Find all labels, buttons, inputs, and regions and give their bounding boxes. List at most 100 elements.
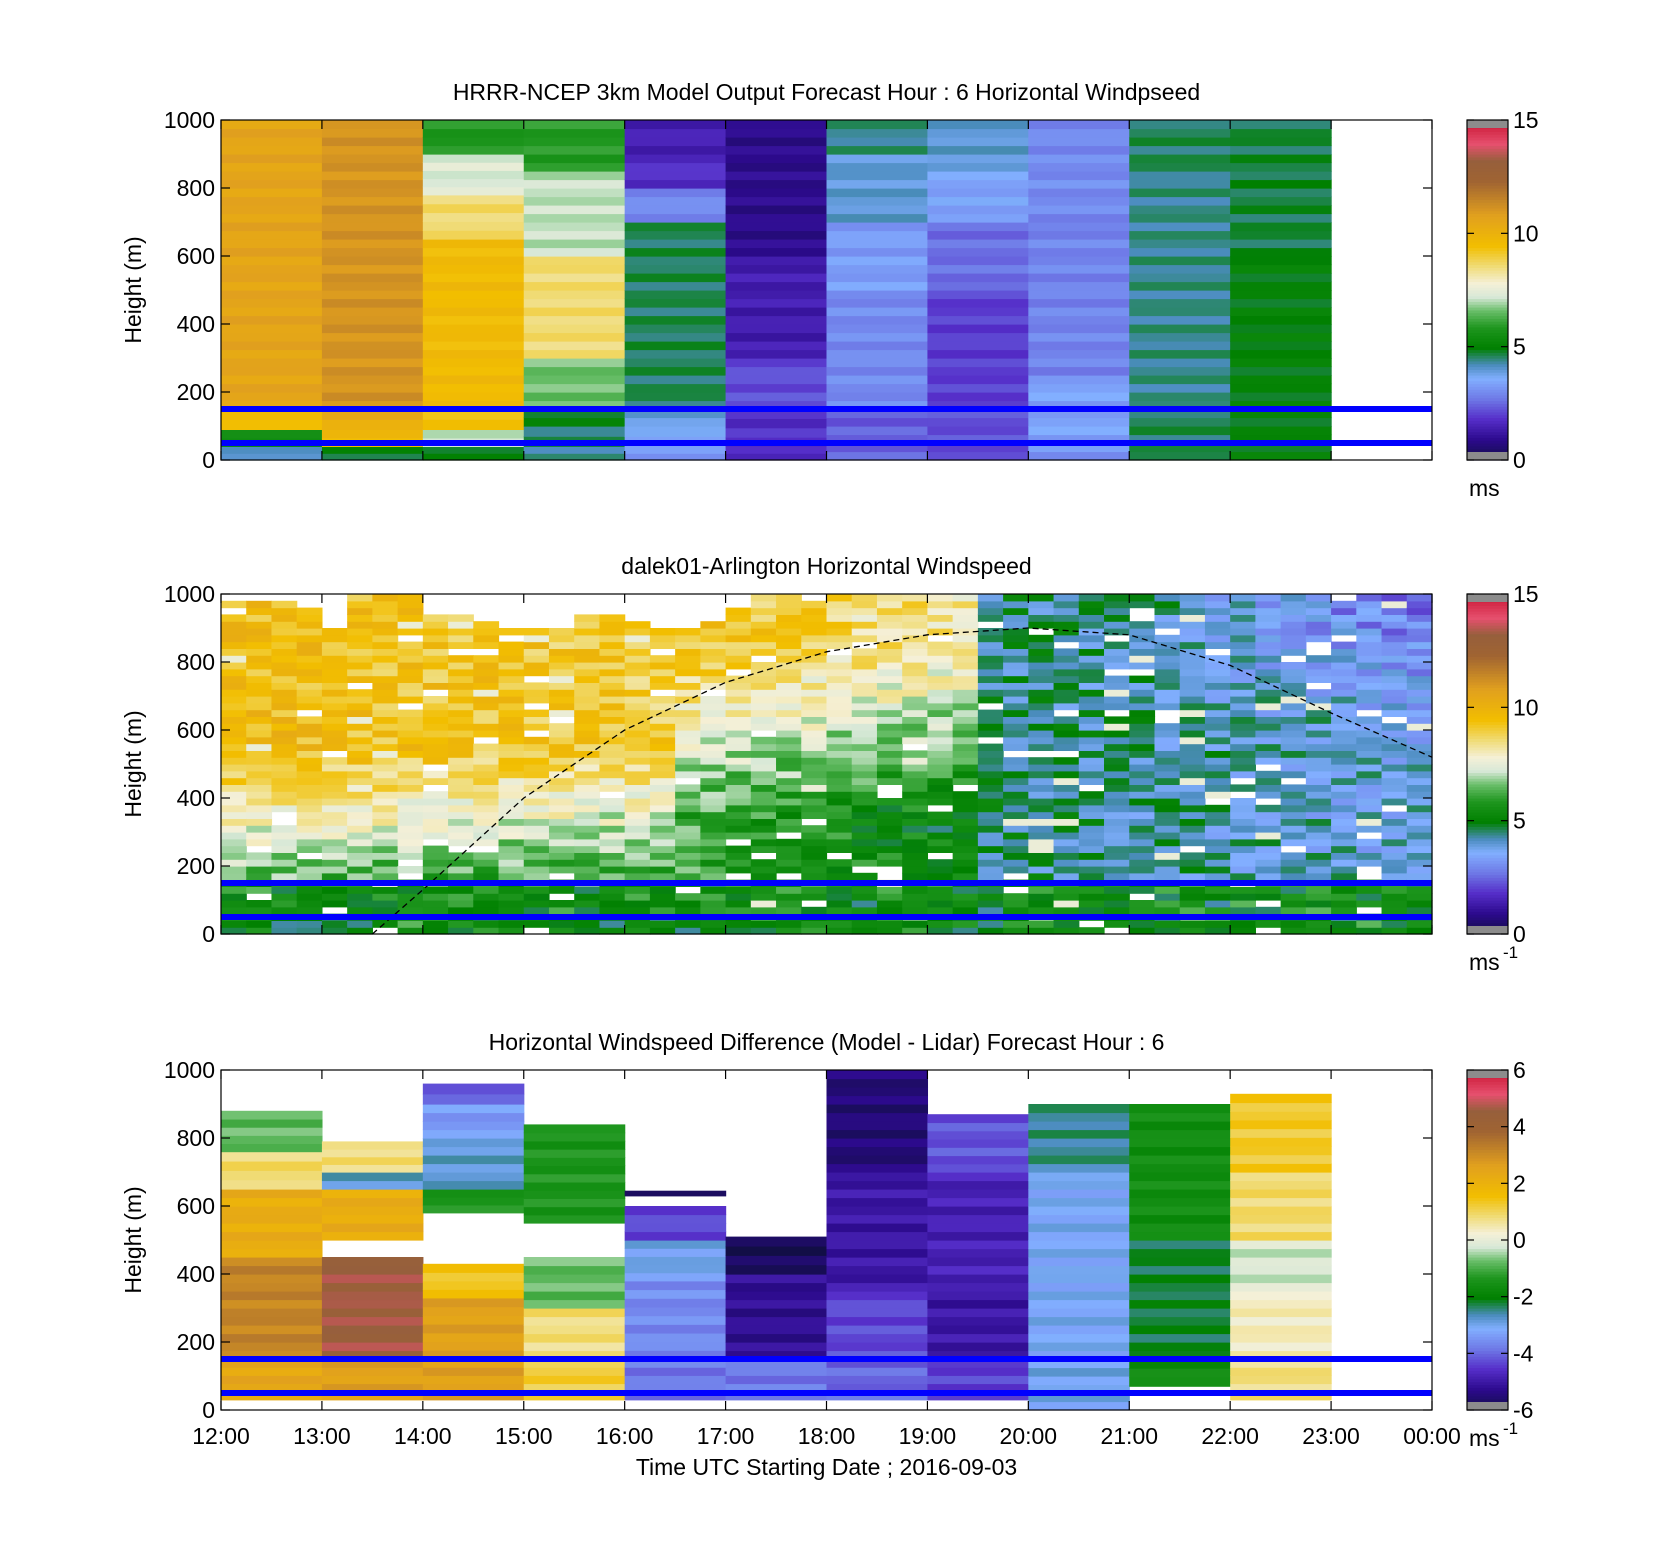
heatmap-cell xyxy=(1053,770,1080,779)
heatmap-cell xyxy=(296,770,323,779)
heatmap-cell xyxy=(1154,634,1181,643)
heatmap-cell xyxy=(347,818,373,826)
heatmap-cell xyxy=(1078,736,1105,745)
heatmap-cell xyxy=(1003,900,1029,908)
heatmap-cell xyxy=(1230,614,1256,622)
heatmap-cell xyxy=(221,1333,323,1343)
colorbar-swatch xyxy=(1467,394,1508,399)
heatmap-cell xyxy=(1255,818,1282,826)
heatmap-cell xyxy=(1129,696,1156,704)
heatmap-cell xyxy=(1305,723,1332,731)
heatmap-cell xyxy=(523,256,626,266)
colorbar-swatch xyxy=(1467,267,1508,271)
heatmap-cell xyxy=(422,273,525,283)
heatmap-cell xyxy=(1129,900,1156,908)
heatmap-cell xyxy=(1078,818,1105,826)
heatmap-cell xyxy=(1003,777,1029,785)
heatmap-cell xyxy=(1053,811,1080,819)
heatmap-cell xyxy=(1230,128,1332,138)
heatmap-cell xyxy=(624,1223,727,1233)
heatmap-cell xyxy=(296,648,323,656)
heatmap-cell xyxy=(1204,696,1231,704)
heatmap-cell xyxy=(649,872,676,881)
colorbar-swatch xyxy=(1467,1228,1508,1233)
colorbar-swatch xyxy=(1467,1310,1508,1315)
heatmap-cell xyxy=(221,1179,323,1190)
heatmap-cell xyxy=(1104,764,1130,772)
heatmap-cell xyxy=(624,668,651,677)
heatmap-cell xyxy=(1154,655,1181,663)
heatmap-cell xyxy=(952,716,979,724)
heatmap-cell xyxy=(1305,866,1332,874)
heatmap-cell xyxy=(271,743,298,751)
heatmap-cell xyxy=(902,628,929,636)
colorbar-swatch xyxy=(1467,321,1508,325)
heatmap-cell xyxy=(246,736,273,745)
heatmap-cell xyxy=(624,1375,727,1385)
heatmap-cell xyxy=(296,798,323,806)
colorbar-swatch xyxy=(1467,1350,1508,1354)
heatmap-cell xyxy=(1179,764,1206,772)
heatmap-cell xyxy=(1053,900,1080,908)
heatmap-cell xyxy=(321,1291,424,1301)
colorbar-swatch xyxy=(1467,1200,1508,1204)
heatmap-cell xyxy=(675,900,701,908)
heatmap-cell xyxy=(574,906,601,915)
heatmap-cell xyxy=(599,886,626,894)
heatmap-cell xyxy=(876,607,903,615)
heatmap-cell xyxy=(221,859,247,867)
heatmap-cell xyxy=(624,696,651,704)
heatmap-cell xyxy=(826,1359,929,1368)
heatmap-cell xyxy=(1028,1189,1130,1199)
heatmap-cell xyxy=(473,689,500,697)
colorbar-swatch xyxy=(1467,866,1508,870)
heatmap-cell xyxy=(422,307,525,317)
heatmap-cell xyxy=(296,859,323,867)
heatmap-cell xyxy=(498,906,525,915)
heatmap-cell xyxy=(246,614,273,622)
heatmap-cell xyxy=(1129,188,1231,198)
heatmap-cell xyxy=(801,927,828,935)
heatmap-cell xyxy=(422,1391,525,1401)
heatmap-cell xyxy=(1028,1342,1130,1352)
heatmap-cell xyxy=(977,838,1004,847)
heatmap-cell xyxy=(1104,662,1130,670)
heatmap-cell xyxy=(1230,366,1332,376)
heatmap-cell xyxy=(397,594,424,602)
heatmap-cell xyxy=(624,927,651,935)
heatmap-cell xyxy=(599,641,626,649)
heatmap-cell xyxy=(1331,852,1357,860)
heatmap-cell xyxy=(927,743,954,751)
heatmap-cell xyxy=(422,120,525,130)
heatmap-cell xyxy=(952,696,979,704)
heatmap-cell xyxy=(927,1342,1029,1352)
heatmap-cell xyxy=(1129,825,1156,833)
colorbar-swatch xyxy=(1467,772,1508,776)
heatmap-cell xyxy=(1129,1129,1231,1139)
colorbar-swatch xyxy=(1467,1339,1508,1343)
heatmap-cell xyxy=(801,648,828,656)
heatmap-cell xyxy=(952,920,979,928)
heatmap-cell xyxy=(321,736,348,745)
colorbar-swatch xyxy=(1467,1240,1508,1244)
heatmap-cell xyxy=(1129,281,1231,291)
heatmap-cell xyxy=(523,723,550,731)
heatmap-cell xyxy=(523,682,550,690)
heatmap-cell xyxy=(1104,784,1130,792)
heatmap-cell xyxy=(1129,1189,1231,1199)
heatmap-cell xyxy=(902,723,929,731)
heatmap-cell xyxy=(624,655,651,663)
heatmap-cell xyxy=(1305,784,1332,792)
heatmap-cell xyxy=(1003,818,1029,826)
heatmap-cell xyxy=(927,426,1029,436)
heatmap-cell xyxy=(927,1308,1029,1318)
colorbar-swatch xyxy=(1467,199,1508,203)
heatmap-cell xyxy=(1129,920,1156,928)
heatmap-cell xyxy=(448,668,474,677)
heatmap-cell xyxy=(1003,743,1029,751)
heatmap-cell xyxy=(927,832,954,840)
heatmap-cell xyxy=(725,427,828,438)
heatmap-cell xyxy=(1053,920,1080,928)
heatmap-cell xyxy=(1154,784,1181,792)
heatmap-cell xyxy=(725,1316,828,1326)
